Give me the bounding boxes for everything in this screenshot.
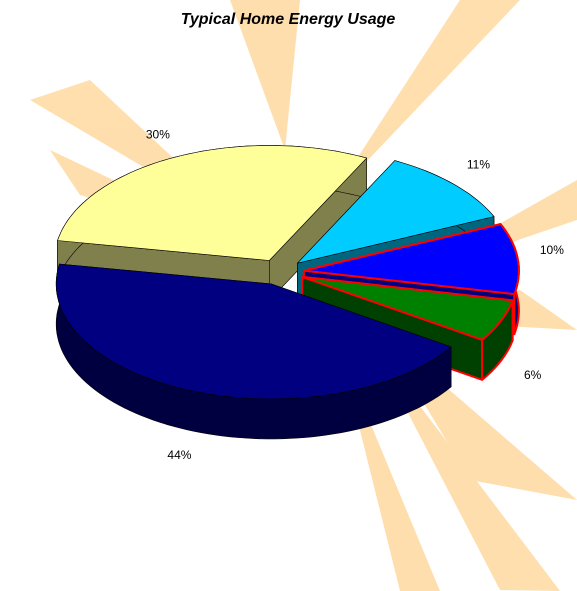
slice-top: [301, 275, 514, 341]
slice-top: [297, 160, 495, 264]
ray: [230, 0, 300, 150]
data-label: 44%: [167, 448, 191, 462]
data-label: 30%: [146, 127, 170, 141]
data-label: 11%: [467, 158, 490, 172]
data-label: 6%: [524, 368, 542, 382]
slice-top: [302, 223, 520, 296]
chart-title: Typical Home Energy Usage: [181, 11, 396, 28]
slice-top: [55, 263, 452, 400]
ray: [330, 0, 520, 200]
data-label: 10%: [540, 243, 564, 257]
slice-top: [57, 145, 368, 261]
